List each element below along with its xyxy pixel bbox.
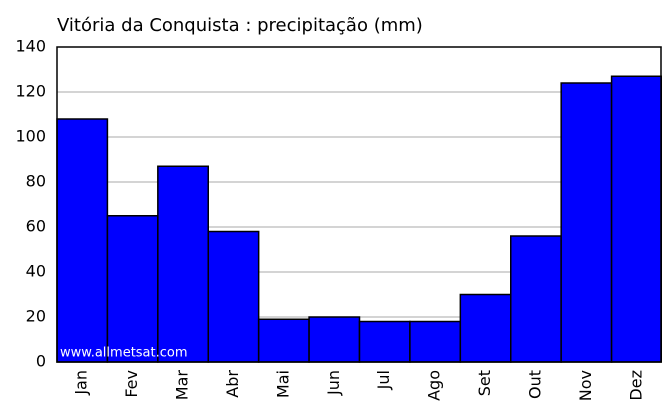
y-tick-label: 20: [26, 307, 46, 326]
x-tick-label: Ago: [425, 370, 444, 401]
x-tick-label: Jul: [374, 370, 393, 390]
y-tick-label: 140: [15, 37, 46, 56]
bar: [308, 316, 361, 363]
x-tick-label: Out: [525, 370, 544, 399]
bar: [56, 118, 109, 363]
x-tick-label: Jan: [72, 370, 91, 396]
chart-title: Vitória da Conquista : precipitação (mm): [57, 15, 423, 36]
y-tick-label: 0: [36, 352, 46, 371]
x-tick-label: Mai: [273, 370, 292, 398]
watermark: www.allmetsat.com: [60, 346, 188, 361]
bar: [610, 75, 662, 363]
x-tick-label: Nov: [576, 370, 595, 401]
bar: [106, 215, 159, 363]
bar: [510, 235, 562, 363]
y-tick-label: 60: [26, 217, 46, 236]
x-tick-label: Mar: [173, 370, 192, 401]
y-tick-label: 40: [26, 262, 46, 281]
x-tick-label: Dez: [626, 370, 645, 401]
bar: [459, 293, 512, 363]
y-tick-label: 80: [26, 172, 46, 191]
x-tick-label: Fev: [122, 370, 141, 398]
x-tick-label: Abr: [223, 370, 242, 398]
y-tick-label: 100: [15, 127, 46, 146]
bar: [257, 318, 310, 363]
bar: [560, 82, 613, 363]
bar: [358, 320, 411, 363]
bar: [409, 320, 462, 363]
bar: [207, 230, 260, 363]
y-tick-label: 120: [15, 82, 46, 101]
x-tick-label: Set: [475, 370, 494, 396]
bar: [157, 165, 209, 363]
plot-frame: [56, 46, 662, 363]
x-tick-label: Jun: [324, 370, 343, 396]
